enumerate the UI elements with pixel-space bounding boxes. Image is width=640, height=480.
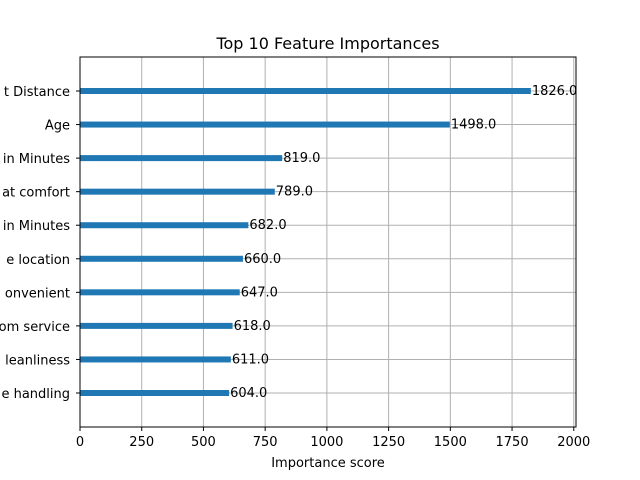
x-axis-label: Importance score [271,456,385,471]
value-label: 660.0 [244,252,281,267]
x-tick-label: 500 [191,435,216,450]
y-tick-label: e handling [1,387,70,402]
bar [80,155,283,162]
y-tick-label: in Minutes [3,219,70,234]
value-label: 604.0 [230,386,267,401]
value-label: 682.0 [249,218,286,233]
y-tick-label: om service [0,320,70,335]
value-label: 789.0 [276,185,313,200]
chart-title: Top 10 Feature Importances [215,34,439,53]
bar [80,88,531,94]
y-tick-label: onvenient [5,286,70,301]
bar [80,255,243,262]
x-tick-label: 1750 [496,435,529,450]
grid-layer [79,57,576,427]
bar [80,322,233,329]
y-tick-label: t Distance [4,85,70,100]
x-tick-label: 1250 [372,435,405,450]
x-tick-label: 0 [76,435,84,450]
bar [80,289,240,296]
value-label: 1826.0 [532,84,578,99]
value-label-layer: 1826.0 1498.0 819.0 789.0 682.0 660.0 647.0 618… [230,84,577,401]
bar [80,188,275,195]
y-tick-label: in Minutes [3,152,70,167]
bar-layer [80,88,531,396]
bar [80,121,450,128]
y-tick-label: Age [45,119,70,134]
bar [80,390,230,396]
value-label: 647.0 [241,285,278,300]
y-tick-label: at comfort [2,186,70,201]
x-tick-label: 2000 [557,435,590,450]
bar [80,222,249,229]
tick-layer: 0 250 500 750 1000 1250 1500 1750 2000 t Distance… [0,85,590,450]
x-tick-label: 1500 [434,435,467,450]
value-label: 819.0 [283,151,320,166]
value-label: 1498.0 [451,118,497,133]
value-label: 618.0 [234,319,271,334]
y-tick-label: leanliness [5,353,70,368]
y-tick-label: e location [6,253,70,268]
x-tick-label: 750 [253,435,278,450]
value-label: 611.0 [232,352,269,367]
x-tick-label: 1000 [310,435,343,450]
axes-frame [79,56,577,428]
x-tick-label: 250 [129,435,154,450]
bar [80,356,231,363]
